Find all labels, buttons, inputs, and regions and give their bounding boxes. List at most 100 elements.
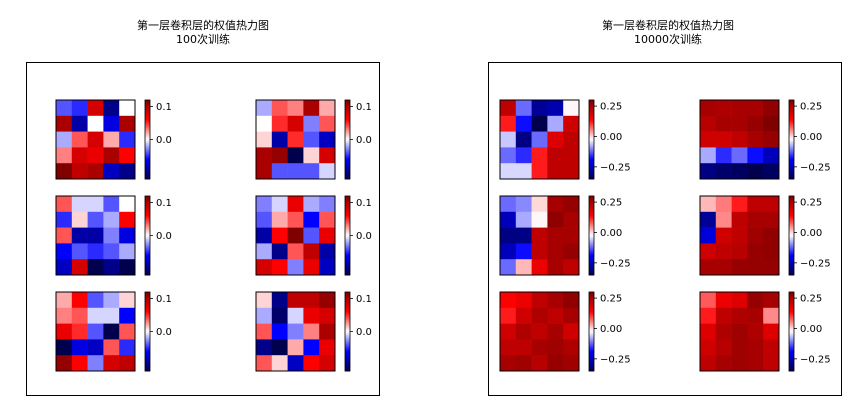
colorbar-segment [589,251,594,254]
colorbar-segment [589,241,594,244]
colorbar-segment [145,209,150,213]
heatmap-cell [763,100,780,117]
heatmap-cell [71,147,88,164]
colorbar-segment [345,153,350,156]
colorbar-tick-label: 0.00 [800,324,822,335]
colorbar-segment [789,321,794,325]
colorbar-segment [145,157,150,160]
colorbar-segment [145,271,150,274]
colorbar-segment [589,311,594,315]
heatmap-cell [319,355,336,372]
colorbar-segment [589,135,594,138]
heatmap-cell [119,339,136,356]
colorbar-segment [145,267,150,270]
heatmap-cell [71,355,88,372]
colorbar-segment [345,159,350,162]
colorbar-segment [589,213,594,217]
colorbar-segment [589,337,594,340]
colorbar-segment [145,103,150,107]
colorbar-segment [589,171,594,174]
colorbar-segment [589,329,594,332]
colorbar-segment [789,299,794,303]
heatmap-cell [56,100,73,117]
colorbar-segment [145,235,150,238]
heatmap-cell [763,292,780,309]
colorbar-segment [589,227,594,230]
heatmap-cell [731,307,748,324]
colorbar-tick-label: 0.00 [800,228,822,239]
colorbar-segment [345,263,350,266]
heatmap-cell [71,196,88,213]
heatmap-cell [87,292,104,309]
heatmap-cell [71,163,88,180]
colorbar-segment [145,211,150,215]
colorbar-segment [345,317,350,321]
heatmap-cell [531,131,548,148]
colorbar-segment [145,369,150,372]
colorbar-segment [145,249,150,252]
colorbar-segment [145,197,150,201]
heatmap-cell [287,292,304,309]
colorbar-segment [345,169,350,172]
colorbar-segment [345,343,350,346]
heatmap-cell [56,355,73,372]
colorbar-tick-label: −0.25 [600,354,631,365]
heatmap-cell [715,115,732,132]
heatmap-cell [563,339,580,356]
colorbar-segment [589,217,594,221]
heatmap-cell [319,163,336,180]
colorbar-segment [589,313,594,317]
heatmap-cell [87,227,104,244]
colorbar-segment [789,131,794,134]
heatmap-cell [56,292,73,309]
heatmap-cell [531,163,548,180]
colorbar-tick-label: 0.1 [156,102,172,113]
colorbar-segment [345,137,350,140]
colorbar-segment [789,221,794,225]
heatmap-cell [563,196,580,213]
colorbar-segment [345,351,350,354]
colorbar-tick-label: −0.25 [600,162,631,173]
colorbar-segment [789,155,794,158]
colorbar-segment [145,203,150,207]
colorbar-segment [345,151,350,154]
heatmap-cell [56,307,73,324]
colorbar-segment [345,319,350,323]
heatmap-cell [119,307,136,324]
colorbar-tick-label: 0.00 [600,324,622,335]
panel-2-title: 第一层卷积层的权值热力图 10000次训练 [538,19,798,47]
colorbar-tick-label: 0.00 [800,132,822,143]
colorbar-segment [789,329,794,332]
colorbar-segment [589,253,594,256]
colorbar-segment [789,227,794,230]
colorbar-segment [345,265,350,268]
colorbar-segment [345,173,350,176]
panel-1-title-line2: 100次训练 [176,33,230,46]
colorbar-segment [789,169,794,172]
colorbar-segment [589,157,594,160]
heatmap-cell [531,339,548,356]
heatmap-cell [563,115,580,132]
colorbar-segment [789,337,794,340]
colorbar-segment [145,127,150,131]
heatmap-cell [303,339,320,356]
colorbar-segment [345,219,350,223]
colorbar-segment [789,105,794,109]
colorbar-segment [345,167,350,170]
heatmap-cell [271,196,288,213]
heatmap-cell [87,259,104,276]
heatmap-cell [731,355,748,372]
colorbar-segment [789,139,794,142]
colorbar-segment [589,205,594,209]
heatmap-cell [319,259,336,276]
heatmap-cell [256,100,273,117]
colorbar-segment [589,261,594,264]
colorbar-segment [345,131,350,134]
heatmap-cell [319,115,336,132]
colorbar-segment [145,361,150,364]
heatmap-cell [103,147,120,164]
heatmap-cell [271,100,288,117]
heatmap-cell [747,163,764,180]
colorbar-segment [345,155,350,158]
colorbar-segment [145,163,150,166]
